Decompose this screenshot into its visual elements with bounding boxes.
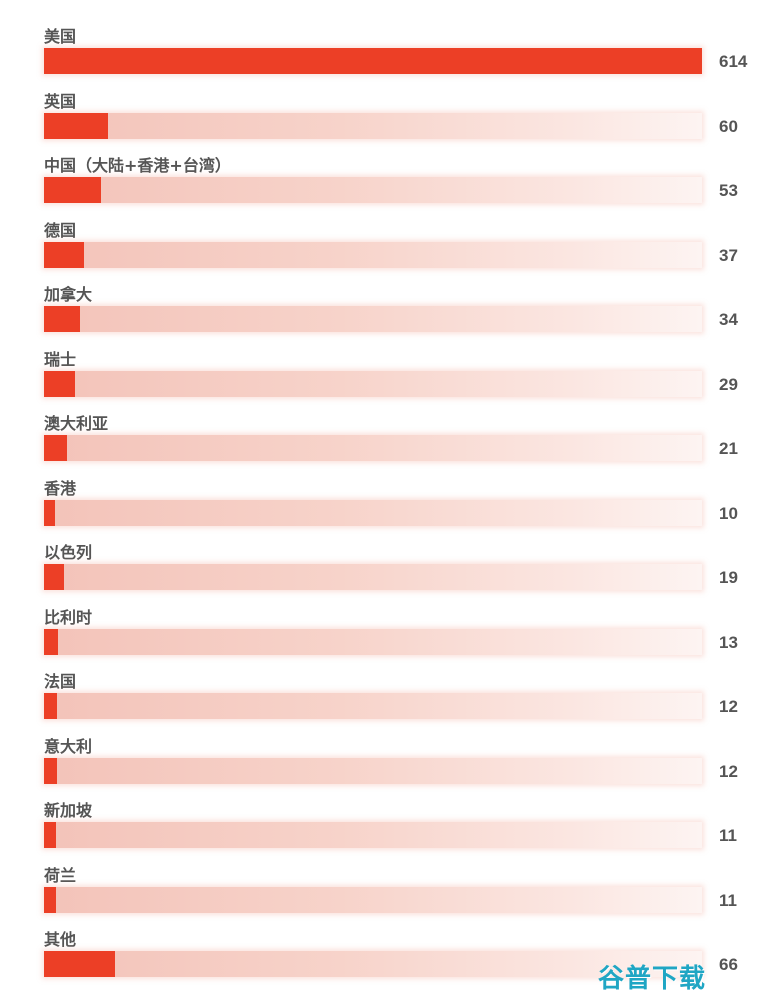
- category-label: 其他: [44, 930, 77, 949]
- category-label: 香港: [44, 478, 77, 498]
- category-label: 比利时: [44, 607, 93, 627]
- bar: [44, 628, 58, 655]
- category-label: 以色列: [44, 543, 93, 562]
- category-label: 英国: [44, 91, 77, 111]
- bar-track: [44, 177, 702, 203]
- bar-track: [44, 886, 702, 913]
- value-label: 12: [719, 761, 738, 781]
- bar: [44, 177, 101, 203]
- bar: [44, 435, 67, 461]
- value-label: 21: [719, 439, 738, 458]
- bar: [44, 822, 56, 848]
- value-label: 11: [719, 826, 737, 845]
- bar: [44, 370, 75, 397]
- category-label: 新加坡: [44, 801, 93, 820]
- bar-row: 澳大利亚 21: [0, 414, 780, 478]
- bar-row: 瑞士 29: [0, 350, 780, 414]
- bar-row: 美国 614: [0, 27, 780, 91]
- category-label: 美国: [44, 27, 77, 46]
- category-label: 荷兰: [44, 865, 77, 885]
- bar: [44, 886, 56, 913]
- value-label: 13: [719, 632, 738, 652]
- bar: [44, 306, 80, 332]
- bar: [44, 48, 702, 74]
- bar-track: [44, 951, 702, 977]
- bar-track: [44, 435, 702, 461]
- bar: [44, 564, 64, 590]
- bar-row: 意大利 12: [0, 737, 780, 801]
- category-label: 意大利: [44, 736, 93, 756]
- bar-track: [44, 628, 702, 655]
- bar-row: 香港 10: [0, 479, 780, 543]
- bar-row: 以色列 19: [0, 543, 780, 607]
- bar-row: 德国 37: [0, 221, 780, 285]
- bar: [44, 693, 57, 719]
- bar-track: [44, 757, 702, 784]
- category-label: 德国: [44, 220, 77, 240]
- value-label: 37: [719, 245, 738, 265]
- bar: [44, 112, 108, 139]
- value-label: 10: [719, 503, 738, 523]
- value-label: 29: [719, 374, 738, 394]
- bar: [44, 499, 55, 526]
- bar: [44, 757, 57, 784]
- bar-track: [44, 112, 702, 139]
- category-label: 法国: [44, 672, 77, 691]
- bar-track: [44, 693, 702, 719]
- bar-row: 英国 60: [0, 92, 780, 156]
- value-label: 12: [719, 697, 738, 716]
- value-label: 11: [719, 890, 737, 910]
- value-label: 614: [719, 52, 748, 71]
- bar-track: [44, 306, 702, 332]
- bar-row: 新加坡 11: [0, 801, 780, 865]
- value-label: 53: [719, 181, 738, 200]
- bar-track: [44, 241, 702, 268]
- category-label: 澳大利亚: [44, 414, 109, 433]
- value-label: 34: [719, 310, 738, 329]
- bar-track: [44, 499, 702, 526]
- bar-track: [44, 822, 702, 848]
- value-label: 66: [719, 955, 738, 974]
- bar: [44, 241, 84, 268]
- category-label: 加拿大: [44, 285, 93, 304]
- bar-row: 荷兰 11: [0, 866, 780, 930]
- value-label: 19: [719, 568, 738, 587]
- bar: [44, 951, 115, 977]
- category-label: 中国（大陆+香港+台湾）: [44, 156, 231, 175]
- bar-row: 其他 66: [0, 930, 780, 994]
- watermark: 谷普下载: [598, 964, 707, 994]
- value-label: 60: [719, 116, 738, 136]
- bar-row: 加拿大 34: [0, 285, 780, 349]
- bar-track: [44, 370, 702, 397]
- bar-track: [44, 564, 702, 590]
- bar-row: 法国 12: [0, 672, 780, 736]
- bar-row: 比利时 13: [0, 608, 780, 672]
- category-label: 瑞士: [44, 349, 77, 369]
- bar-row: 中国（大陆+香港+台湾） 53: [0, 156, 780, 220]
